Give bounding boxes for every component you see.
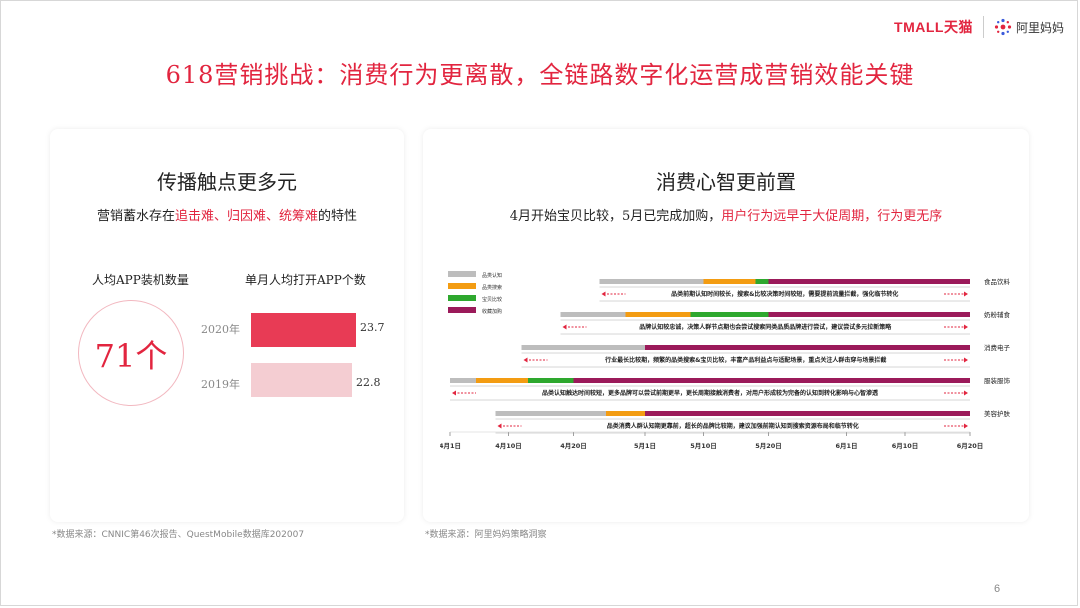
- timeline-segment: [450, 378, 476, 383]
- legend-swatch: [448, 295, 476, 301]
- arrow-left-head: [497, 423, 502, 429]
- row-note: 品类前期认知时间较长，搜索&比较决策时间较短，需要提前流量拦截，强化临节转化: [671, 290, 898, 298]
- bar-2020: [251, 313, 356, 347]
- left-card-subtitle: 营销蓄水存在追击难、归因难、统筹难的特性: [50, 205, 404, 224]
- legend-label: 宝贝比较: [482, 296, 502, 303]
- timeline-segment: [495, 411, 606, 416]
- tmall-logo: TMALL天猫: [894, 19, 973, 35]
- metric1-circle: [78, 300, 184, 406]
- page-number: 6: [994, 583, 1001, 595]
- row-note: 品类认知触达时间较短，更多品牌可以尝试前期更早，更长周期接触消费者，对用户形成较…: [542, 389, 878, 397]
- bar-value-2019: 22.8: [356, 376, 381, 389]
- row-category-label: 食品饮料: [984, 277, 1011, 286]
- left-source-note: *数据来源：CNNIC第46次报告、QuestMobile数据库202007: [52, 530, 305, 540]
- alimama-icon: [994, 18, 1012, 36]
- arrow-left-head: [562, 324, 567, 330]
- timeline-segment: [521, 345, 645, 350]
- row-category-label: 服装服饰: [984, 376, 1011, 385]
- arrow-right-head: [964, 357, 968, 363]
- x-tick-label: 6月1日: [835, 442, 857, 450]
- timeline-segment: [599, 279, 704, 284]
- row-category-label: 奶粉辅食: [984, 310, 1011, 319]
- left-subtitle-suffix: 的特性: [318, 209, 358, 224]
- row-note: 行业最长比较期，频繁的品类搜索&宝贝比较，丰富产品利益点与适配场景，重点关注人群…: [604, 356, 886, 364]
- right-source-note: *数据来源：阿里妈妈策略洞察: [425, 530, 547, 540]
- arrow-right-head: [964, 324, 968, 330]
- row-note: 品牌认知较忠诚，决策人群节点期也会尝试搜索同类品质品牌进行尝试，建议尝试多元拉新…: [639, 323, 892, 331]
- left-subtitle-highlight: 追击难、归因难、统筹难: [174, 209, 318, 224]
- right-card-subtitle: 4月开始宝贝比较，5月已完成加购，用户行为远早于大促周期，行为更无序: [423, 205, 1029, 224]
- timeline-segment: [645, 345, 970, 350]
- timeline-segment: [560, 312, 626, 317]
- alimama-logo: 阿里妈妈: [994, 18, 1064, 36]
- arrow-left-head: [523, 357, 528, 363]
- x-tick-label: 6月20日: [957, 442, 984, 450]
- metric2-label: 单月人均打开APP个数: [245, 273, 366, 287]
- brand-divider: [982, 16, 984, 38]
- legend-label: 品类认知: [482, 272, 502, 279]
- legend-label: 品类搜索: [482, 284, 502, 291]
- bar-year-2019: 2019年: [201, 378, 240, 391]
- row-category-label: 美容护肤: [984, 409, 1011, 418]
- timeline-segment: [573, 378, 970, 383]
- timeline-segment: [703, 279, 756, 284]
- right-subtitle-prefix: 4月开始宝贝比较，5月已完成加购，: [509, 209, 722, 224]
- x-tick-label: 4月10日: [495, 442, 522, 450]
- arrow-left-head: [452, 390, 456, 396]
- timeline-segment: [645, 411, 970, 416]
- legend-swatch: [448, 271, 476, 277]
- arrow-left-head: [601, 291, 606, 297]
- metric1-label: 人均APP装机数量: [92, 273, 189, 287]
- timeline-segment: [755, 279, 769, 284]
- bar-2019: [251, 363, 352, 397]
- row-category-label: 消费电子: [984, 343, 1011, 352]
- arrow-right-head: [964, 291, 968, 297]
- timeline-segment: [606, 411, 645, 416]
- timeline-segment: [476, 378, 528, 383]
- brand-bar: TMALL天猫 阿里妈妈: [894, 14, 1064, 40]
- legend-label: 收藏加购: [482, 308, 502, 315]
- arrow-right-head: [964, 423, 968, 429]
- timeline-segment: [690, 312, 769, 317]
- arrow-right-head: [964, 390, 968, 396]
- right-card-title: 消费心智更前置: [656, 170, 796, 194]
- x-tick-label: 4月1日: [440, 442, 461, 450]
- timeline-segment: [768, 312, 970, 317]
- timeline-segment: [768, 279, 970, 284]
- x-tick-label: 5月20日: [755, 442, 782, 450]
- x-tick-label: 5月1日: [634, 442, 656, 450]
- timeline-segment: [625, 312, 691, 317]
- x-tick-label: 5月10日: [690, 442, 717, 450]
- page-title: 618营销挑战：消费行为更离散，全链路数字化运营成营销效能关键: [165, 61, 915, 89]
- x-tick-label: 4月20日: [560, 442, 587, 450]
- legend-swatch: [448, 283, 476, 289]
- timeline-segment: [528, 378, 574, 383]
- x-tick-label: 6月10日: [892, 442, 919, 450]
- alimama-text: 阿里妈妈: [1015, 20, 1064, 35]
- row-note: 品类消费人群认知期更靠前，超长的品牌比较期，建议加强前期认知到搜索资源布局和临节…: [607, 422, 859, 430]
- left-subtitle-prefix: 营销蓄水存在: [96, 209, 175, 224]
- left-card-title: 传播触点更多元: [157, 170, 297, 194]
- metric1-value: 71个: [94, 337, 168, 375]
- right-subtitle-highlight: 用户行为远早于大促周期，行为更无序: [721, 209, 943, 224]
- right-card: [423, 129, 1029, 522]
- legend-swatch: [448, 307, 476, 313]
- bar-value-2020: 23.7: [360, 321, 385, 334]
- bar-year-2020: 2020年: [201, 323, 240, 336]
